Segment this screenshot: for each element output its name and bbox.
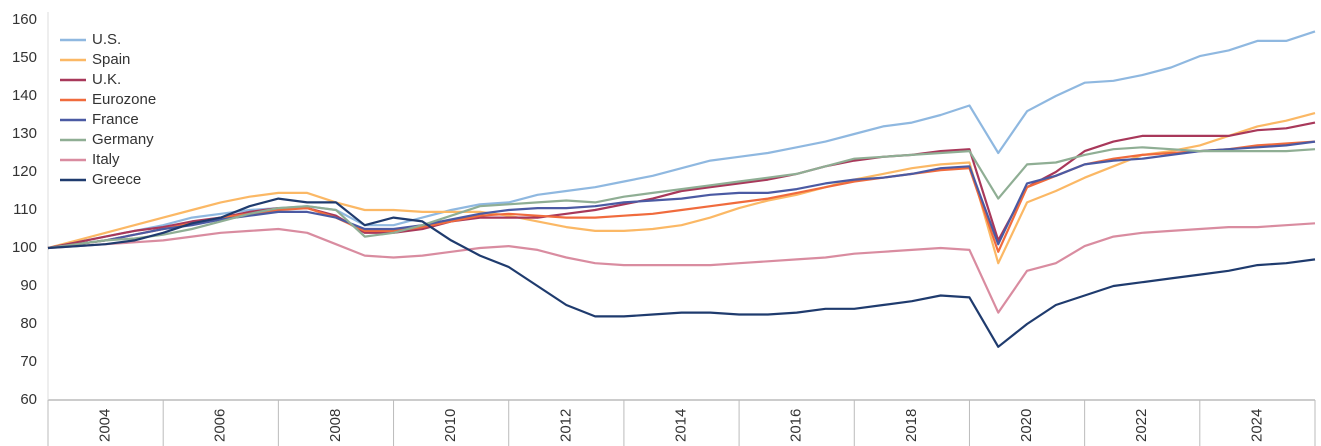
legend-label: France <box>92 111 139 128</box>
legend-label: Eurozone <box>92 91 156 108</box>
x-tick-label: 2014 <box>672 409 689 442</box>
y-tick-label: 130 <box>12 125 37 142</box>
y-tick-label: 140 <box>12 87 37 104</box>
x-tick-label: 2008 <box>327 409 344 442</box>
series-line <box>47 121 1316 250</box>
x-tick-label: 2004 <box>97 409 114 442</box>
legend-label: U.K. <box>92 71 121 88</box>
y-tick-label: 100 <box>12 239 37 256</box>
y-tick-label: 120 <box>12 163 37 180</box>
x-tick-label: 2024 <box>1248 409 1265 442</box>
y-tick-label: 60 <box>20 391 37 408</box>
legend-label: Spain <box>92 51 130 68</box>
y-tick-label: 150 <box>12 49 37 66</box>
y-tick-label: 110 <box>13 201 37 218</box>
y-tick-label: 160 <box>12 11 37 28</box>
legend-label: Italy <box>92 151 120 168</box>
series-line <box>47 30 1316 250</box>
x-tick-label: 2018 <box>903 409 920 442</box>
legend-label: Germany <box>92 131 154 148</box>
y-tick-label: 80 <box>20 315 37 332</box>
x-tick-label: 2016 <box>788 409 805 442</box>
series-line <box>47 222 1316 314</box>
y-tick-label: 70 <box>20 353 37 370</box>
y-tick-label: 90 <box>20 277 37 294</box>
series-line <box>47 146 1316 250</box>
series-line <box>47 140 1316 250</box>
legend-label: U.S. <box>92 31 121 48</box>
series-line <box>47 112 1316 265</box>
x-tick-label: 2010 <box>442 409 459 442</box>
legend-label: Greece <box>92 171 141 188</box>
x-tick-label: 2012 <box>557 409 574 442</box>
x-tick-label: 2020 <box>1018 409 1035 442</box>
x-tick-label: 2022 <box>1133 409 1150 442</box>
series-line <box>47 197 1316 348</box>
x-tick-label: 2006 <box>212 409 229 442</box>
